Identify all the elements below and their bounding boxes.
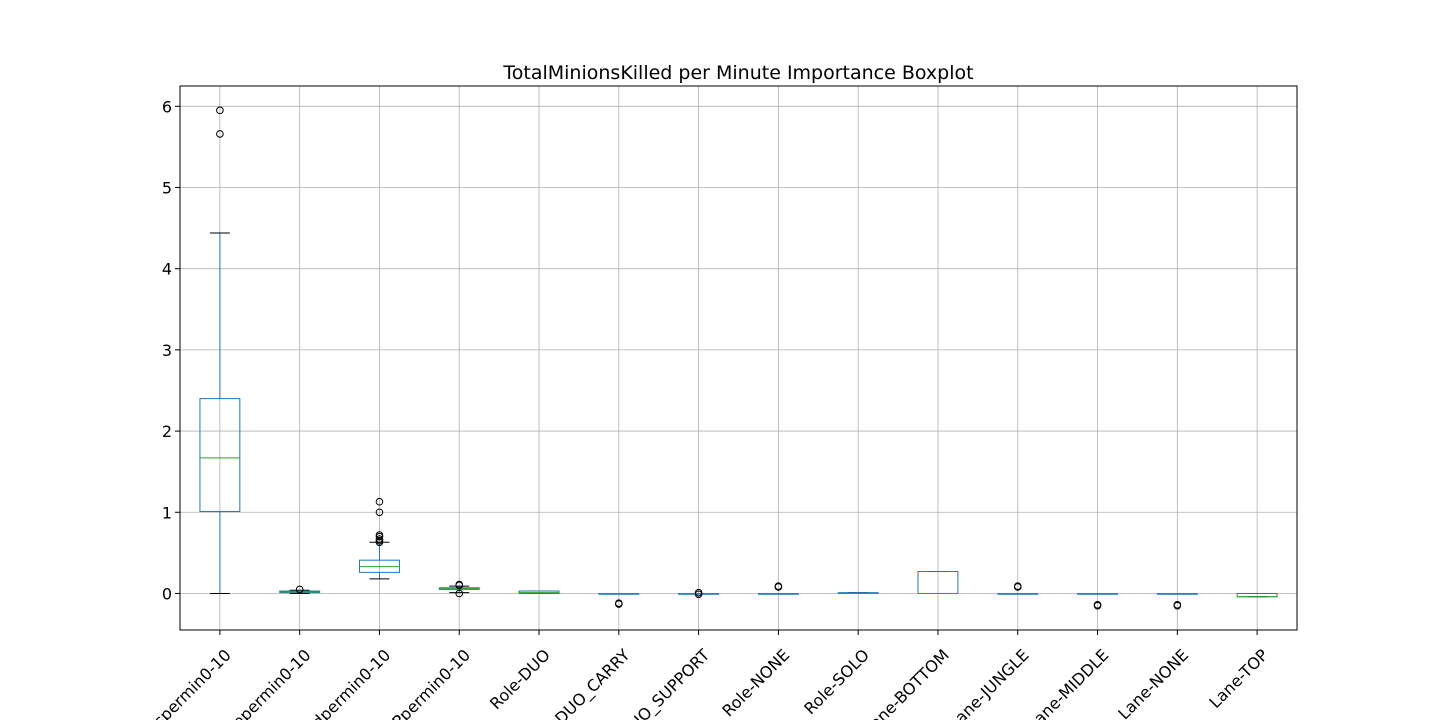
outlier-point xyxy=(1093,601,1102,610)
y-tick-label: 6 xyxy=(162,97,172,116)
box-Lane-TOP xyxy=(1236,592,1278,598)
box-Lane-NONE xyxy=(1156,592,1198,610)
x-tick-label: Lane-MIDDLE xyxy=(1024,645,1113,720)
chart-title: TotalMinionsKilled per Minute Importance… xyxy=(502,62,973,84)
x-tick-label: Lane-JUNGLE xyxy=(945,645,1033,720)
outlier-point xyxy=(1013,582,1022,590)
box-Damagepermin0-10 xyxy=(279,585,321,594)
outlier-point xyxy=(375,508,384,517)
box-Role-DUO xyxy=(518,590,560,594)
x-tick-label: Lane-NONE xyxy=(1114,645,1192,720)
x-axis: Cspermin0-10Damagepermin0-10Goldpermin0-… xyxy=(142,630,1272,720)
box-XPpermin0-10 xyxy=(438,580,480,598)
outlier-point xyxy=(216,130,224,138)
x-tick-label: XPpermin0-10 xyxy=(380,645,474,720)
iqr-box xyxy=(199,398,241,512)
box-series xyxy=(199,106,1278,610)
box-Role-DUO_CARRY xyxy=(598,592,640,608)
outlier-point xyxy=(216,106,224,115)
y-tick-label: 5 xyxy=(162,178,172,197)
box-Role-DUO_SUPPORT xyxy=(678,588,720,599)
outlier-point xyxy=(295,585,304,594)
outlier-point xyxy=(455,580,464,589)
box-Goldpermin0-10 xyxy=(359,497,400,580)
y-axis: 0 1 2 3 4 5 6 xyxy=(162,97,180,603)
x-tick-label: Role-SOLO xyxy=(800,645,873,718)
box-Role-NONE xyxy=(757,582,799,595)
y-tick-label: 0 xyxy=(162,584,172,603)
y-tick-label: 1 xyxy=(162,503,172,522)
y-tick-label: 3 xyxy=(162,341,172,360)
grid-lines xyxy=(180,86,1297,630)
x-tick-label: Role-DUO xyxy=(486,645,554,713)
x-tick-label: Role-NONE xyxy=(718,645,793,720)
outlier-point xyxy=(375,531,384,539)
outlier-point xyxy=(694,588,703,597)
box-Lane-JUNGLE xyxy=(997,582,1039,595)
box-Cspermin0-10 xyxy=(199,106,241,594)
box-Lane-BOTTOM xyxy=(917,571,959,594)
y-tick-label: 4 xyxy=(162,260,172,279)
outlier-point xyxy=(1173,601,1182,610)
box-Lane-MIDDLE xyxy=(1077,592,1118,610)
y-tick-label: 2 xyxy=(162,422,172,441)
outlier-point xyxy=(375,497,384,506)
plot-frame xyxy=(179,85,1298,631)
outlier-point xyxy=(455,589,464,598)
outlier-point xyxy=(375,535,384,543)
outlier-point xyxy=(774,582,783,590)
box-Role-SOLO xyxy=(837,592,879,594)
x-tick-label: Lane-TOP xyxy=(1205,645,1272,712)
x-tick-label: Cspermin0-10 xyxy=(142,645,235,720)
outlier-point xyxy=(615,600,623,608)
x-tick-label: Lane-BOTTOM xyxy=(860,645,953,720)
